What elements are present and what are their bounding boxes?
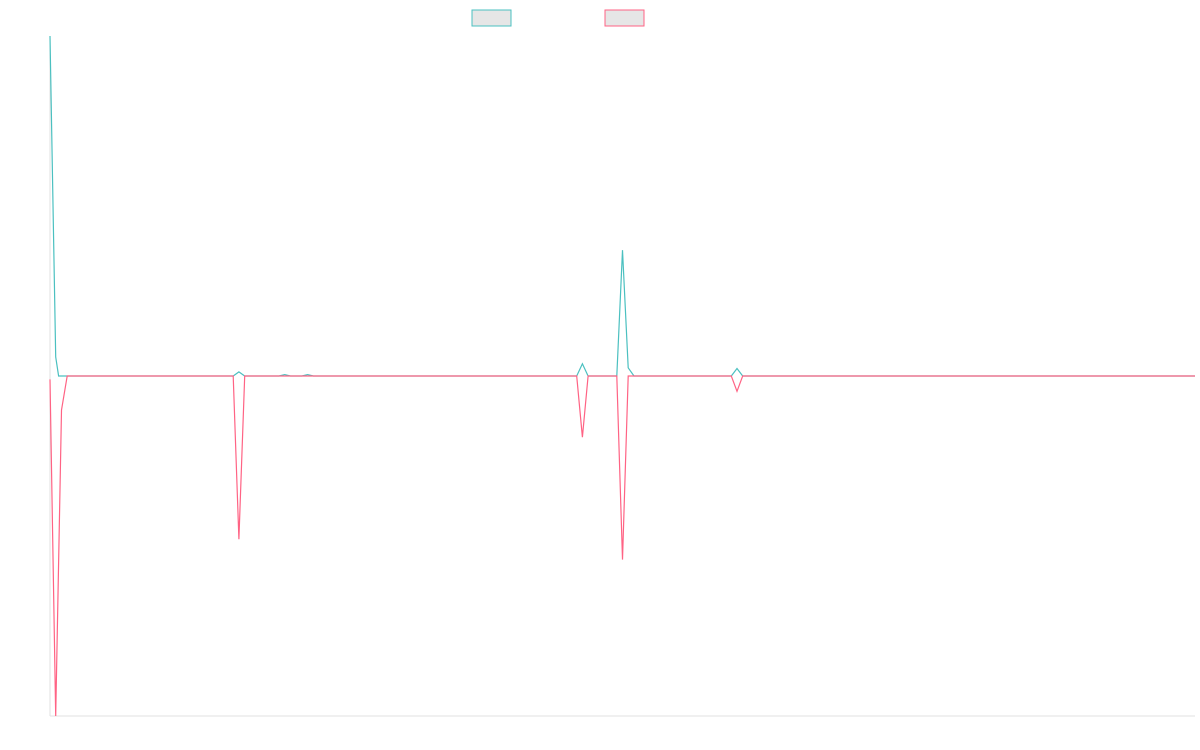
legend: [471, 9, 645, 27]
axes: [49, 36, 1195, 717]
legend-item-1[interactable]: [471, 9, 512, 27]
series-line-1: [49, 35, 1195, 377]
legend-swatch-2: [604, 9, 645, 27]
series-line-2: [49, 375, 1195, 717]
legend-item-2[interactable]: [604, 9, 645, 27]
legend-swatch-1: [471, 9, 512, 27]
series-layer: [49, 35, 1195, 717]
